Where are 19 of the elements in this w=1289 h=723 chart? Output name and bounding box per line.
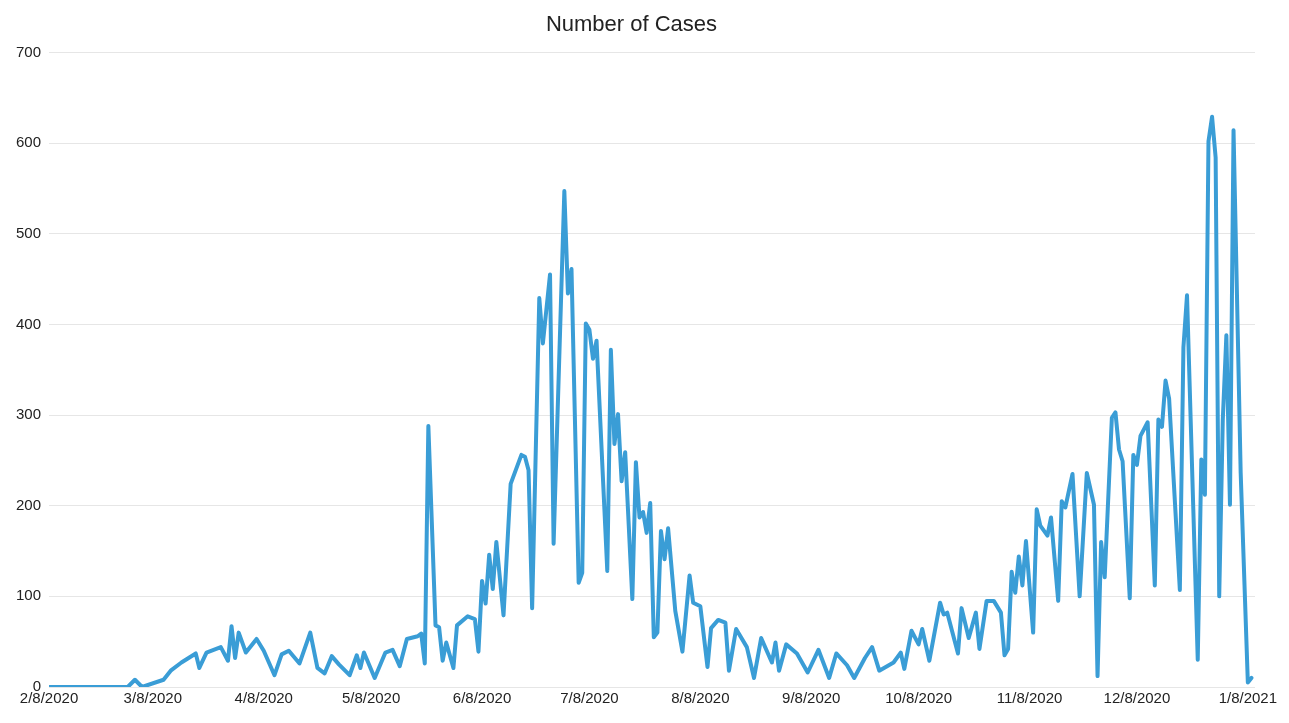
y-tick-label: 100 — [16, 586, 42, 604]
x-tick-label: 9/8/2020 — [782, 689, 841, 707]
x-tick-label: 3/8/2020 — [123, 689, 182, 707]
x-tick-label: 10/8/2020 — [885, 689, 952, 707]
chart-title: Number of Cases — [545, 11, 718, 37]
y-tick-label: 400 — [16, 314, 42, 332]
x-tick-label: 4/8/2020 — [234, 689, 293, 707]
x-tick-label: 12/8/2020 — [1103, 689, 1171, 707]
x-tick-label: 7/8/2020 — [560, 689, 619, 707]
y-tick-label: 500 — [16, 223, 42, 241]
y-tick-label: 300 — [16, 405, 42, 423]
x-tick-label: 11/8/2020 — [996, 689, 1063, 707]
x-tick-label: 8/8/2020 — [671, 689, 730, 707]
y-tick-label: 600 — [16, 133, 42, 151]
y-tick-label: 200 — [16, 495, 42, 513]
y-tick-label: 700 — [16, 42, 42, 60]
x-tick-label: 6/8/2020 — [452, 689, 512, 707]
x-tick-label: 5/8/2020 — [341, 689, 401, 707]
x-tick-label: 1/8/2021 — [1218, 689, 1278, 707]
